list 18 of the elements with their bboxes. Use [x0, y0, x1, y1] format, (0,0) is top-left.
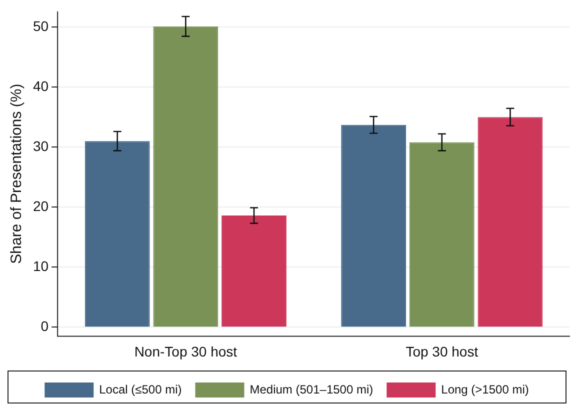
x-tick-label: Non-Top 30 host: [134, 343, 238, 360]
legend-label: Medium (501–1500 mi): [250, 382, 374, 396]
y-tick-label: 10: [32, 258, 49, 274]
bar: [222, 216, 286, 327]
bar: [478, 117, 543, 327]
y-tick-label: 50: [32, 18, 49, 34]
x-tick-label: Top 30 host: [406, 343, 478, 360]
bar: [409, 142, 474, 327]
bar: [153, 26, 218, 327]
legend-label: Long (>1500 mi): [441, 382, 529, 396]
y-tick-label: 40: [32, 78, 49, 94]
legend-label: Local (≤500 mi): [99, 382, 182, 396]
y-axis-title: Share of Presentations (%): [8, 84, 26, 264]
y-tick-label: 0: [40, 318, 49, 334]
bar: [341, 124, 406, 327]
bar: [84, 141, 150, 327]
y-tick-label: 20: [32, 198, 49, 214]
y-tick-label: 30: [32, 138, 49, 154]
